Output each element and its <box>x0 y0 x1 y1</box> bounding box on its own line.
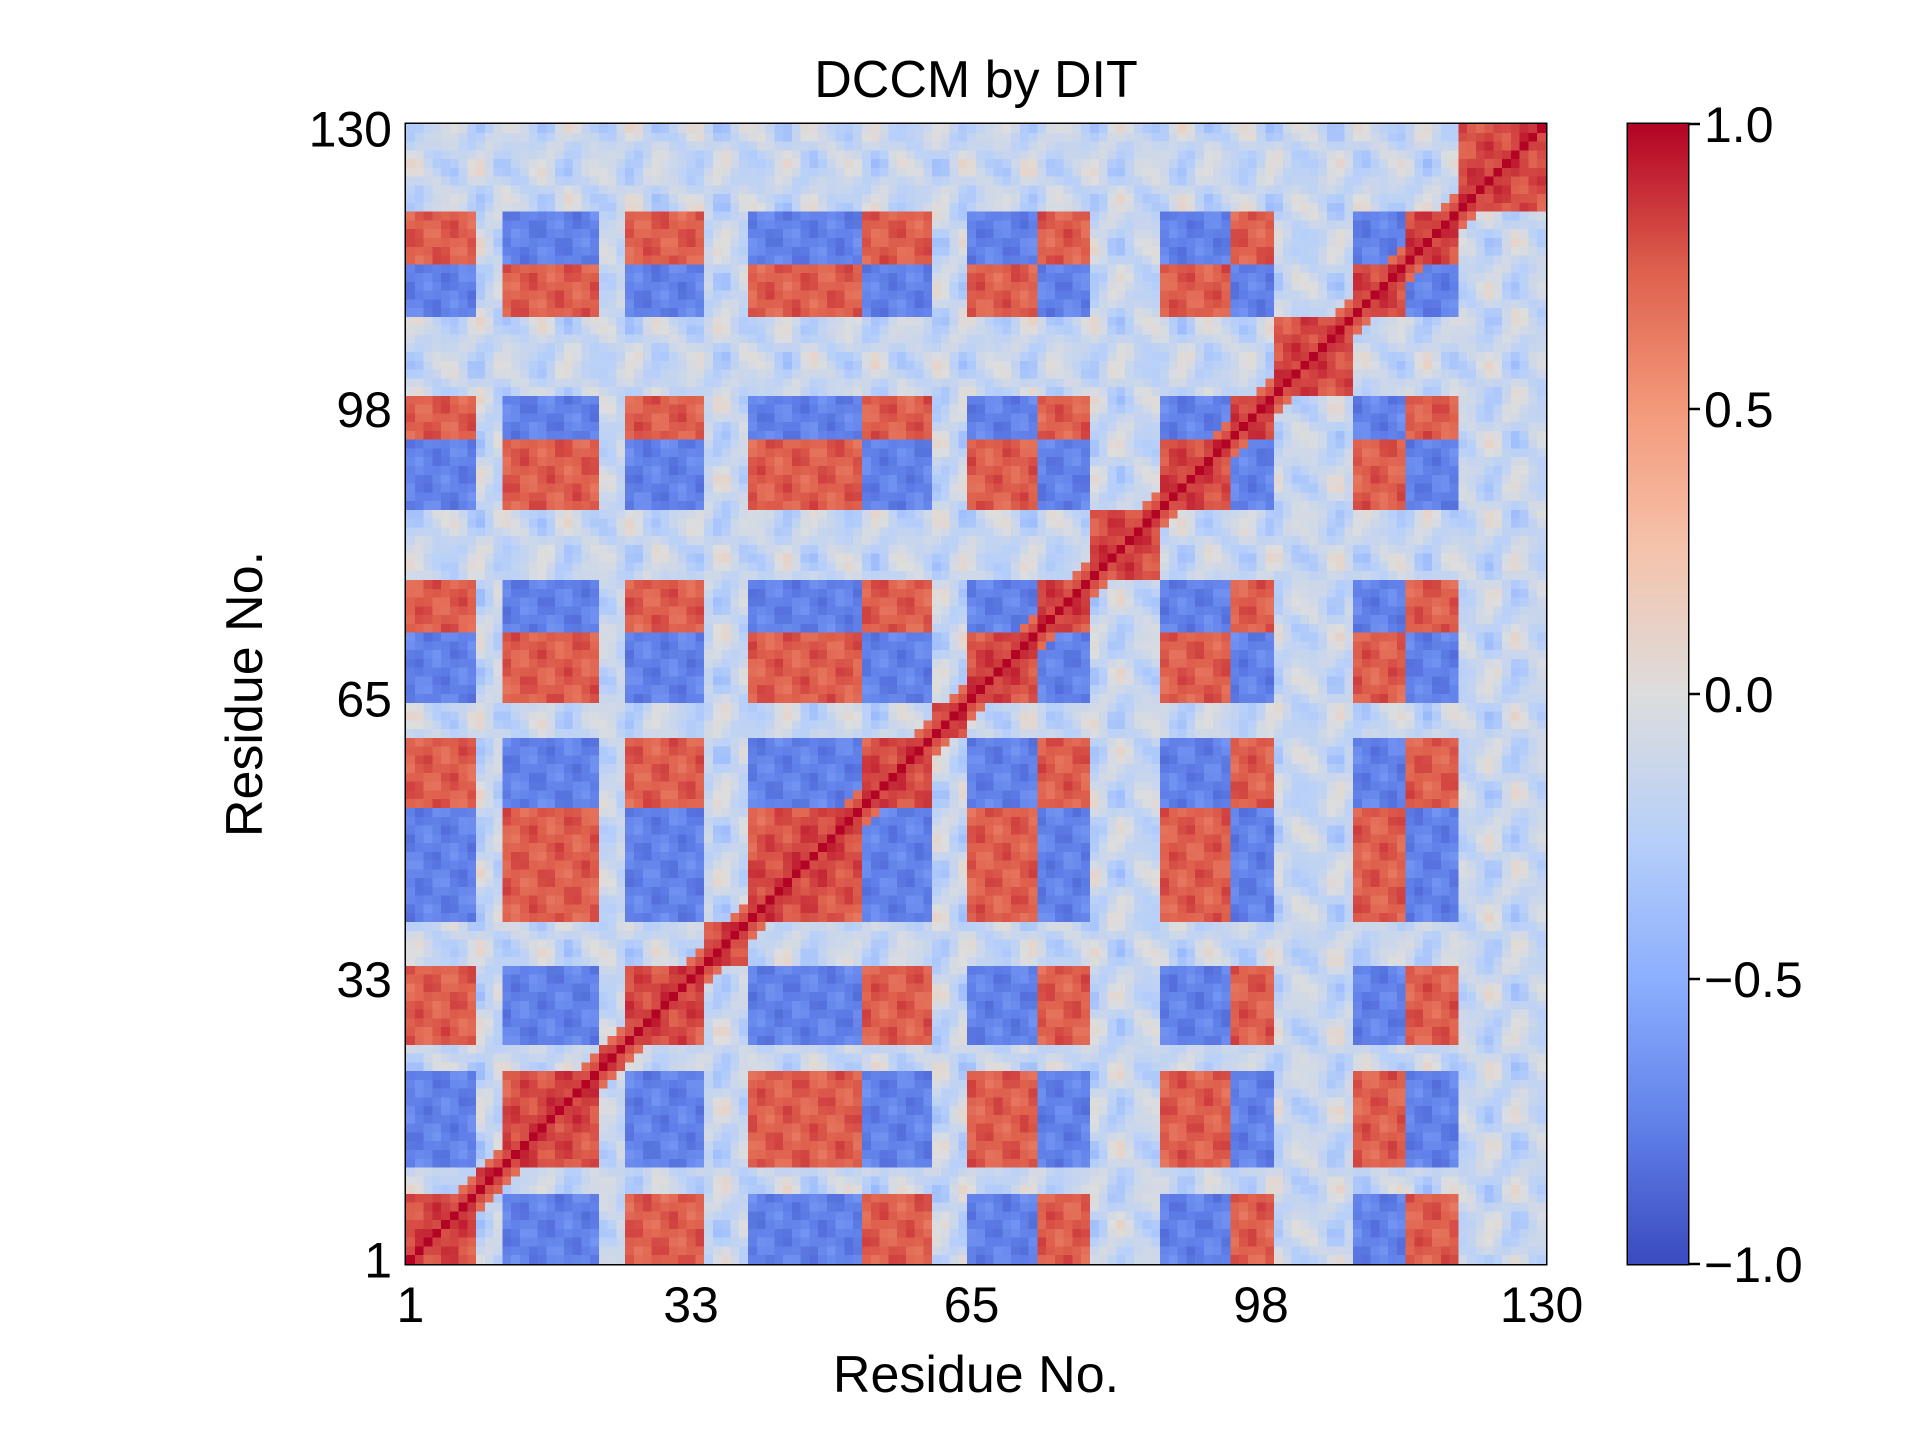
colorbar-tick-label: −0.5 <box>1704 952 1803 1008</box>
colorbar-tick-label: 1.0 <box>1704 97 1774 153</box>
x-tick-label: 65 <box>944 1277 1000 1333</box>
correlation-heatmap <box>406 124 1546 1264</box>
y-tick-label: 98 <box>336 382 392 438</box>
x-axis-ticks: 1 33 65 98 130 <box>396 124 1583 1333</box>
y-tick-label: 65 <box>336 671 392 727</box>
colorbar-tick-label: 0.5 <box>1704 382 1774 438</box>
y-tick-label: 130 <box>309 101 392 157</box>
x-tick-label: 1 <box>396 1277 424 1333</box>
colorbar-gradient <box>1628 124 1688 1264</box>
x-tick-label: 98 <box>1233 1277 1289 1333</box>
y-axis-title: Residue No. <box>216 551 274 837</box>
colorbar-ticks: −1.0 −0.5 0.0 0.5 1.0 <box>1688 97 1803 1293</box>
y-tick-label: 33 <box>336 952 392 1008</box>
y-tick-label: 1 <box>364 1233 392 1289</box>
colorbar-tick-label: −1.0 <box>1704 1237 1803 1293</box>
x-tick-label: 33 <box>663 1277 719 1333</box>
x-axis-title: Residue No. <box>833 1346 1119 1404</box>
colorbar-tick-label: 0.0 <box>1704 667 1774 723</box>
y-axis-ticks: 1 33 65 98 130 <box>309 101 1546 1289</box>
chart-title: DCCM by DIT <box>814 51 1138 109</box>
x-tick-label: 130 <box>1500 1277 1583 1333</box>
